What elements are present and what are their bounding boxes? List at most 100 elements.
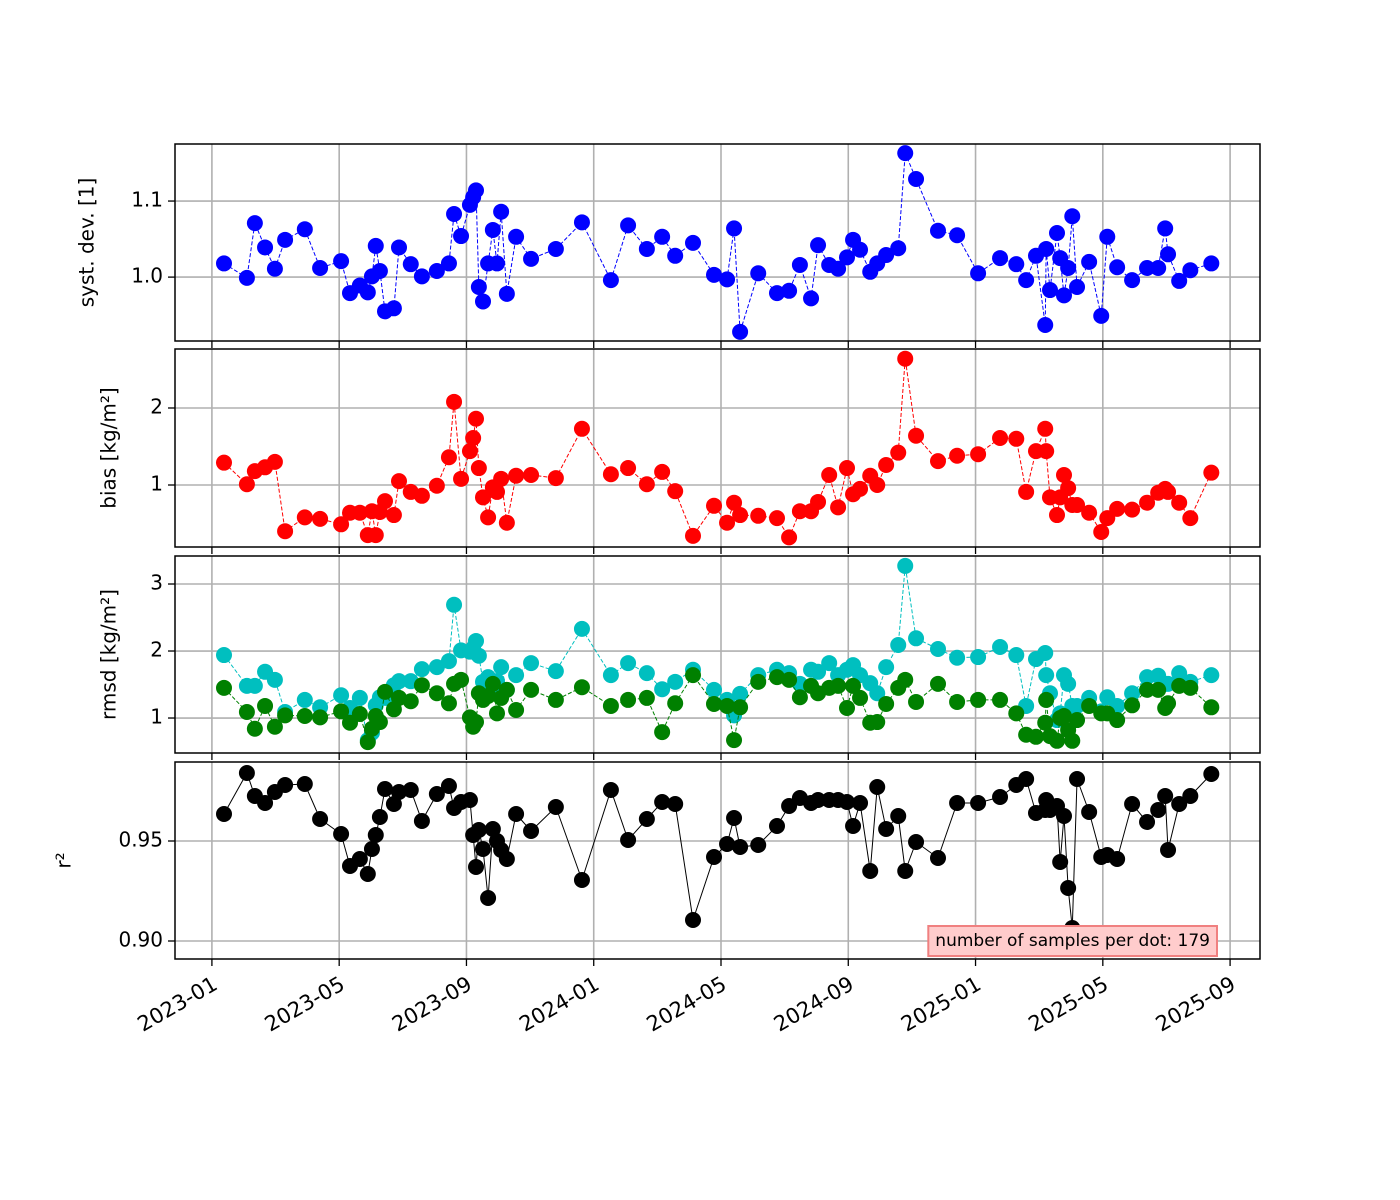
data-point <box>862 863 879 879</box>
data-point <box>685 912 701 928</box>
data-point <box>1203 667 1220 684</box>
data-point <box>667 673 684 690</box>
data-point <box>810 237 827 254</box>
data-point <box>1150 259 1167 276</box>
data-point <box>359 284 376 301</box>
data-point <box>573 620 590 637</box>
data-point <box>333 826 350 842</box>
data-point <box>706 266 722 283</box>
data-point <box>446 205 463 222</box>
data-point <box>1038 691 1055 708</box>
data-point <box>839 460 855 477</box>
data-point <box>602 697 619 714</box>
data-point <box>638 665 655 682</box>
data-point <box>726 810 743 826</box>
data-point <box>1182 788 1199 804</box>
data-point <box>1008 647 1025 664</box>
data-point <box>667 796 684 812</box>
data-point <box>1203 766 1220 782</box>
data-point <box>890 636 907 653</box>
data-point <box>377 781 393 797</box>
data-point <box>333 703 350 720</box>
data-point <box>428 263 445 280</box>
data-point <box>1203 255 1220 272</box>
data-point <box>685 527 701 544</box>
annotation: number of samples per dot: 179 <box>935 931 1210 951</box>
data-point <box>246 720 263 737</box>
data-point <box>620 217 637 234</box>
data-point <box>363 841 380 857</box>
axes-frame <box>174 761 1261 960</box>
data-point <box>620 460 637 477</box>
data-point <box>732 699 749 716</box>
data-point <box>930 850 946 866</box>
data-point <box>413 661 430 678</box>
data-point <box>852 795 869 811</box>
data-point <box>312 510 329 527</box>
data-point <box>440 653 457 670</box>
data-point <box>1069 497 1086 514</box>
data-point <box>1203 464 1220 481</box>
data-point <box>769 818 785 834</box>
data-point <box>1109 500 1126 517</box>
data-point <box>949 447 966 464</box>
data-point <box>573 872 590 888</box>
data-point <box>573 679 590 696</box>
data-point <box>1049 224 1065 241</box>
data-point <box>1160 695 1177 712</box>
data-point <box>296 221 313 238</box>
data-point <box>878 456 895 473</box>
data-point <box>266 671 283 688</box>
y-tick-label: 1.1 <box>131 188 163 212</box>
data-point <box>508 806 525 822</box>
y-axis-label: syst. dev. [1] <box>75 178 99 308</box>
data-point <box>667 483 684 500</box>
data-point <box>351 706 368 723</box>
data-point <box>803 290 820 307</box>
data-point <box>781 282 798 299</box>
data-point <box>1150 681 1167 698</box>
data-point <box>523 466 540 483</box>
data-point <box>333 516 350 533</box>
data-point <box>1069 712 1086 729</box>
data-point <box>498 514 515 531</box>
data-point <box>498 285 515 302</box>
data-point <box>1139 494 1156 511</box>
data-point <box>351 851 368 867</box>
data-point <box>602 667 619 684</box>
data-point <box>573 214 590 231</box>
data-point <box>602 782 619 798</box>
data-point <box>547 470 564 487</box>
data-point <box>1018 771 1035 787</box>
data-point <box>654 228 671 245</box>
data-point <box>949 649 966 666</box>
data-point <box>949 227 966 244</box>
data-point <box>992 430 1009 447</box>
data-point <box>359 866 376 882</box>
data-point <box>949 795 966 811</box>
data-point <box>1160 246 1177 263</box>
data-point <box>810 493 827 510</box>
data-point <box>385 796 402 812</box>
data-point <box>791 689 808 706</box>
data-point <box>402 256 419 273</box>
data-point <box>1171 796 1188 812</box>
y-tick-label: 2 <box>150 394 163 418</box>
data-point <box>371 809 388 825</box>
data-point <box>667 695 684 712</box>
data-point <box>869 685 886 702</box>
data-point <box>992 789 1009 805</box>
y-axis-label: r² <box>52 852 76 868</box>
data-point <box>238 703 255 720</box>
data-point <box>890 240 907 257</box>
data-point <box>333 253 350 270</box>
data-point <box>890 808 907 824</box>
data-point <box>821 655 838 672</box>
data-point <box>620 832 637 848</box>
data-point <box>930 641 946 658</box>
data-point <box>266 260 283 277</box>
data-point <box>638 240 655 257</box>
data-point <box>246 215 263 232</box>
data-point <box>216 679 232 696</box>
